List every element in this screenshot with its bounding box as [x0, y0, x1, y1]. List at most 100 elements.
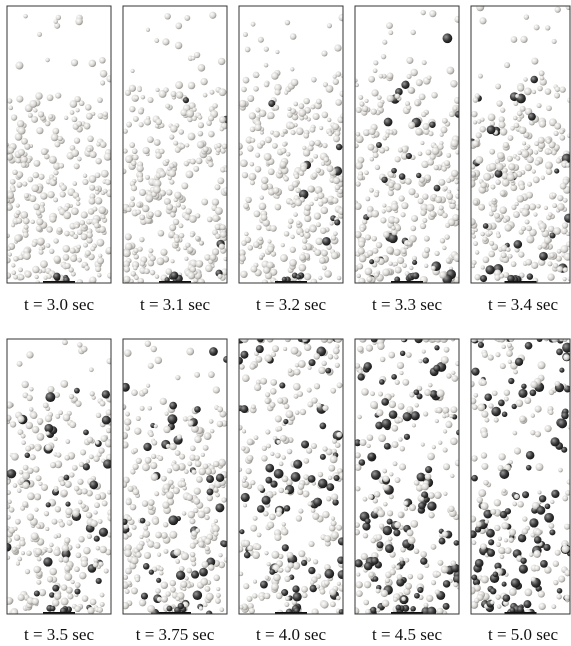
particle: [544, 237, 551, 244]
particle: [191, 571, 199, 579]
particle: [521, 226, 526, 231]
particle: [26, 550, 31, 555]
particle: [32, 242, 37, 247]
particle: [370, 538, 376, 544]
particle: [356, 135, 364, 143]
particle: [64, 537, 70, 543]
particle: [179, 233, 184, 238]
particle: [247, 438, 254, 445]
particle: [483, 173, 491, 181]
particle: [563, 198, 568, 203]
particle: [87, 534, 92, 539]
particle: [517, 85, 524, 92]
particle: [203, 93, 208, 98]
particle: [93, 562, 98, 567]
particle: [543, 544, 550, 551]
particle: [224, 557, 229, 562]
particle: [21, 551, 25, 555]
particle: [86, 459, 90, 463]
particle: [136, 416, 141, 421]
particle: [445, 223, 450, 228]
particle: [331, 235, 336, 240]
particle: [190, 543, 196, 549]
particle: [478, 342, 484, 348]
particle: [279, 462, 284, 467]
particle: [282, 475, 289, 482]
particle: [500, 555, 505, 560]
particle: [318, 472, 323, 477]
particle: [416, 173, 421, 178]
particle: [533, 550, 541, 558]
particle: [559, 368, 564, 373]
particle: [336, 71, 342, 77]
particle: [43, 402, 49, 408]
particle: [151, 473, 158, 480]
particle: [34, 493, 41, 500]
particle: [388, 190, 394, 196]
particle: [440, 133, 444, 137]
particle: [356, 581, 363, 588]
particle: [293, 383, 301, 391]
particle: [24, 144, 30, 150]
particle: [563, 354, 569, 360]
particle: [528, 113, 536, 121]
particle: [508, 537, 514, 543]
particle: [279, 568, 283, 572]
particle: [165, 591, 170, 596]
particle: [237, 425, 243, 431]
particle: [400, 446, 405, 451]
particle: [432, 445, 436, 449]
particle: [131, 557, 139, 565]
particle: [418, 198, 424, 204]
particle: [207, 156, 212, 161]
particle: [555, 7, 561, 13]
particle: [374, 491, 380, 497]
particle: [367, 250, 373, 256]
particle: [364, 170, 369, 175]
particle: [163, 522, 168, 527]
particle: [5, 257, 11, 263]
particle: [11, 263, 15, 267]
particle: [354, 464, 361, 471]
particle: [496, 542, 501, 547]
particle: [443, 580, 450, 587]
particle: [246, 468, 252, 474]
particle: [560, 87, 566, 93]
particle: [21, 434, 26, 439]
particle: [212, 215, 219, 222]
particle: [501, 522, 508, 529]
particle: [397, 574, 403, 580]
particle: [251, 138, 256, 143]
particle: [401, 81, 409, 89]
particle: [434, 345, 439, 350]
particle: [423, 123, 430, 130]
particle: [148, 212, 154, 218]
particle: [531, 577, 536, 582]
particle: [383, 475, 390, 482]
particle: [527, 182, 532, 187]
particle: [13, 527, 17, 531]
particle: [525, 259, 532, 266]
particle: [220, 224, 226, 230]
particle: [280, 254, 288, 262]
particle: [478, 489, 486, 497]
particle: [81, 346, 88, 353]
particle: [95, 197, 102, 204]
particle: [504, 397, 509, 402]
particle: [483, 223, 489, 229]
particle: [495, 179, 500, 184]
particle: [49, 156, 57, 164]
particle: [159, 149, 165, 155]
particle: [313, 154, 318, 159]
particle: [11, 187, 16, 192]
particle: [409, 504, 416, 511]
particle: [369, 572, 374, 577]
particle: [242, 479, 246, 483]
particle: [243, 503, 247, 507]
particle: [391, 229, 397, 235]
particle: [304, 273, 311, 280]
particle: [83, 225, 87, 229]
particle: [163, 426, 170, 433]
particle: [13, 256, 19, 262]
particle: [550, 500, 554, 504]
